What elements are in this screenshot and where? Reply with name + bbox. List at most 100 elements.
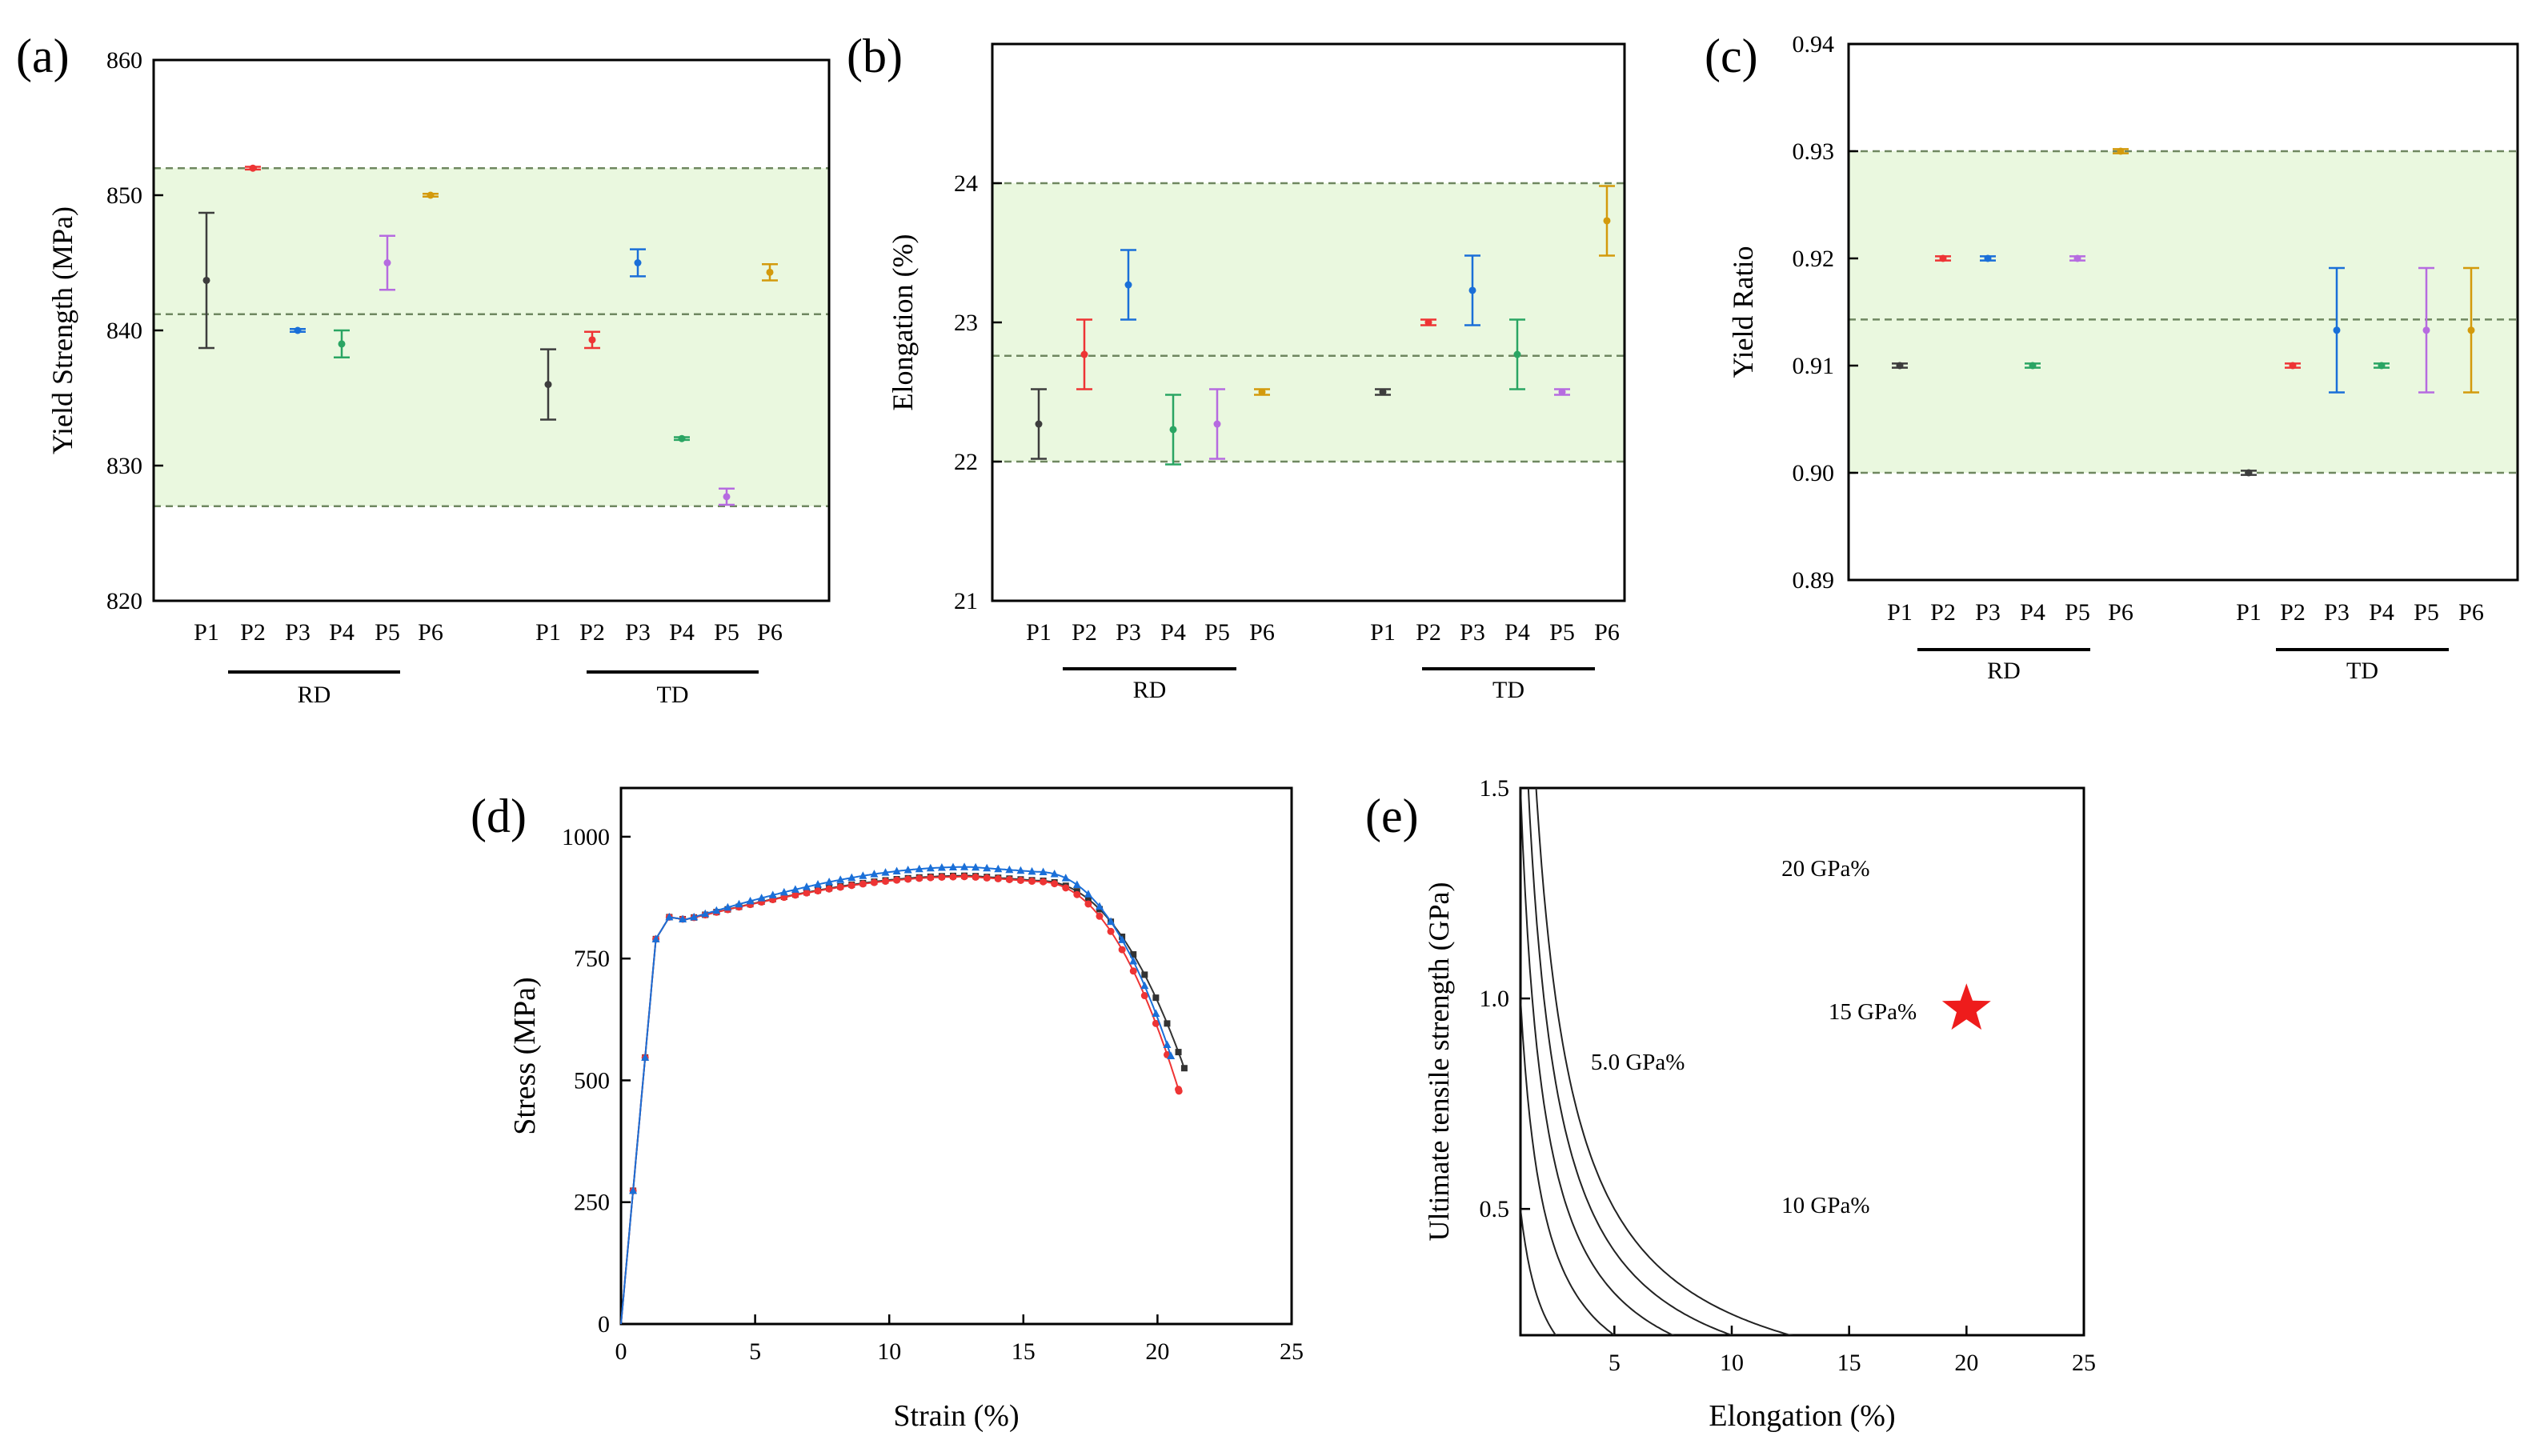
curve-marker — [983, 863, 992, 872]
marker — [294, 326, 302, 334]
marker — [1603, 217, 1611, 225]
curve-marker — [1028, 878, 1036, 886]
panel-a: 820 830 840 850 860 Yield Strength (MPa) (a) P1… — [16, 30, 831, 708]
iso-curve — [1527, 788, 1735, 1335]
data-point-P5-TD — [1554, 388, 1570, 396]
data-point-P6-RD — [1254, 388, 1270, 396]
y-tick-label: 0.90 — [1793, 460, 1835, 486]
data-point-P2-TD — [584, 330, 600, 350]
data-point-P5-RD — [379, 234, 395, 291]
curve-marker — [723, 902, 732, 911]
x-tick-label: P6 — [1594, 619, 1620, 646]
x-tick-label: 15 — [1012, 1338, 1036, 1365]
shaded-band — [1849, 151, 2518, 473]
x-tick-label: P1 — [1887, 599, 1913, 626]
curve-marker — [1163, 1040, 1172, 1049]
curve-marker — [960, 862, 969, 870]
marker — [1468, 286, 1476, 294]
y-tick-label: 21 — [954, 588, 978, 614]
data-point-P2-TD — [2285, 362, 2301, 370]
group-label: RD — [298, 682, 331, 708]
curve-marker — [994, 874, 1002, 882]
data-point-P4-RD — [334, 329, 350, 359]
y-tick-label: 23 — [954, 310, 978, 336]
x-tick-label: P3 — [1975, 599, 2001, 626]
x-tick-label: P1 — [194, 619, 219, 646]
x-tick-label: P6 — [418, 619, 443, 646]
curve-marker — [836, 875, 845, 883]
marker — [383, 259, 391, 266]
y-axis-label: Elongation (%) — [887, 234, 919, 411]
curve-marker — [735, 899, 743, 908]
curve-marker — [1129, 957, 1138, 965]
marker — [544, 381, 552, 389]
panel-c: 0.89 0.90 0.91 0.92 0.93 0.94 Yield Ratio (c) P1… — [1705, 30, 2519, 684]
y-tick-label: 22 — [954, 449, 978, 475]
data-point-P2-RD — [1935, 254, 1951, 262]
x-tick-label: P2 — [1930, 599, 1956, 626]
curve-marker — [701, 909, 710, 918]
x-tick-label: P4 — [669, 619, 695, 646]
curve-marker — [938, 873, 946, 881]
x-tick-label: P5 — [714, 619, 739, 646]
curve-marker — [1175, 1087, 1183, 1095]
curve-marker — [651, 934, 660, 942]
data-point-P3-RD — [1120, 249, 1136, 321]
curve-marker — [1118, 935, 1127, 943]
data-point-P2-RD — [1076, 318, 1092, 390]
curve-marker — [1005, 875, 1013, 883]
curve-marker — [1039, 867, 1048, 876]
data-point-P1-RD — [198, 211, 214, 350]
y-tick-label: 830 — [106, 453, 142, 479]
curve-marker — [679, 914, 687, 922]
curve-marker — [915, 874, 923, 882]
marker — [1896, 362, 1904, 370]
curve-marker — [1164, 1020, 1171, 1027]
x-tick-label: P4 — [1504, 619, 1530, 646]
data-point-P1-TD — [2241, 469, 2257, 477]
marker — [1169, 426, 1177, 434]
curve-marker — [803, 889, 811, 897]
curve-marker — [882, 878, 890, 886]
curve-marker — [712, 906, 721, 914]
panel-e: 5 10 15 20 25 0.5 1.0 1.5 Elongation (%) Ultimate… — [1365, 775, 2096, 1433]
curve-marker — [927, 874, 935, 882]
y-tick-label: 1000 — [562, 824, 610, 850]
y-tick-label: 0.91 — [1793, 353, 1835, 379]
marker — [1939, 254, 1947, 262]
curve-marker — [825, 878, 834, 886]
data-point-P3-RD — [1980, 254, 1996, 262]
curve-marker — [892, 866, 901, 874]
curve-marker — [1072, 880, 1081, 889]
x-tick-label: 20 — [1145, 1338, 1169, 1365]
panel-label: (b) — [847, 30, 903, 82]
marker — [1379, 388, 1387, 396]
panel-label: (e) — [1365, 790, 1419, 842]
curve-marker — [1140, 992, 1148, 1000]
data-point-P4-RD — [2025, 362, 2041, 370]
x-tick-label: P2 — [2280, 599, 2306, 626]
x-tick-label: P3 — [1116, 619, 1141, 646]
curve-marker — [1084, 895, 1092, 902]
shaded-band — [154, 168, 829, 506]
curve-marker — [1129, 967, 1137, 975]
curve-marker — [836, 883, 844, 891]
y-tick-label: 0.93 — [1793, 138, 1835, 165]
group-label: TD — [657, 682, 689, 708]
curve-marker — [903, 865, 912, 874]
curve-marker — [1167, 1051, 1176, 1059]
x-tick-label: P6 — [757, 619, 783, 646]
data-point-P6-RD — [423, 191, 439, 199]
curve-marker — [791, 885, 799, 893]
iso-curve — [1535, 788, 1794, 1335]
data-point-P3-RD — [290, 326, 306, 334]
axes-frame — [1847, 42, 2519, 582]
data-point-P1-TD — [540, 348, 556, 421]
shaded-band — [992, 183, 1625, 462]
marker — [2467, 326, 2475, 334]
x-tick-label: P1 — [535, 619, 561, 646]
curve-marker — [1107, 917, 1116, 926]
curve-marker — [1140, 981, 1149, 990]
